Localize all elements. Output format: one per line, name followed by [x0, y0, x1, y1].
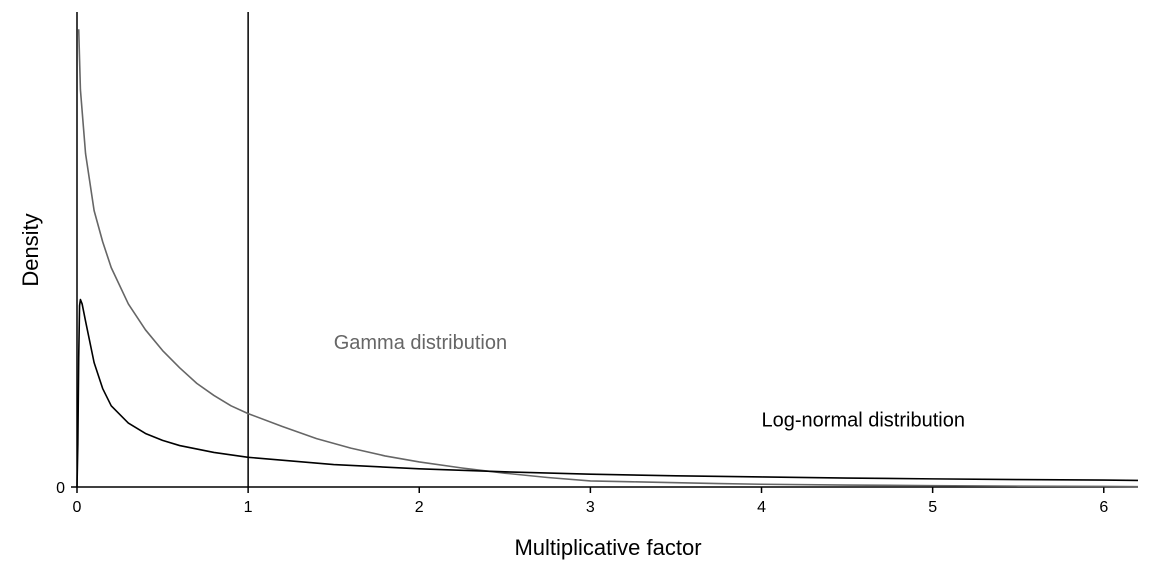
x-tick-label: 1 — [244, 499, 253, 516]
x-tick-label: 2 — [415, 499, 424, 516]
annotation-label: Gamma distribution — [334, 332, 507, 354]
annotations: Gamma distribution Log-normal distributio… — [334, 332, 965, 432]
x-tick-label: 3 — [586, 499, 595, 516]
plot-area: 0 1 2 3 4 5 6 0 Gamma distribution Log-normal d… — [56, 12, 1139, 516]
x-tick-label: 5 — [928, 499, 937, 516]
series-group — [76, 29, 1139, 488]
y-axis-title: Density — [18, 213, 43, 286]
annotation-label: Log-normal distribution — [762, 410, 965, 432]
y-tick-label: 0 — [56, 480, 65, 497]
x-axis-title: Multiplicative factor — [514, 535, 701, 560]
x-tick-label: 0 — [73, 499, 82, 516]
x-tick-label: 4 — [757, 499, 766, 516]
x-axis-ticks: 0 1 2 3 4 5 6 — [73, 487, 1108, 516]
log-normal-distribution-line — [76, 298, 1139, 488]
x-tick-label: 6 — [1099, 499, 1108, 516]
gamma-distribution-line — [77, 29, 1139, 488]
y-axis-ticks: 0 — [56, 480, 77, 497]
